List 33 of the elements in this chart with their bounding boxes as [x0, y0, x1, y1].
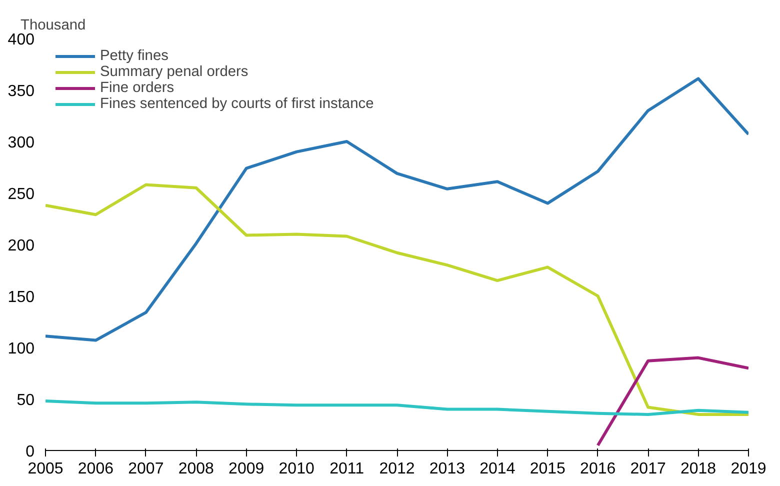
x-tick-label: 2005: [28, 460, 64, 478]
line-series: [46, 77, 748, 342]
y-tick-label: 300: [8, 134, 35, 152]
y-tick-label: 0: [26, 444, 35, 460]
y-tick-label: 400: [8, 32, 35, 48]
y-tick-label: 350: [8, 83, 35, 100]
x-tick-label: 2013: [429, 460, 466, 478]
x-tick-label: 2007: [128, 460, 164, 478]
legend-label: Petty fines: [100, 48, 168, 64]
x-tick-label: 2006: [78, 460, 114, 478]
x-tick-label: 2009: [228, 460, 264, 478]
x-tick-label: 2017: [630, 460, 666, 478]
line-series: [46, 400, 748, 416]
x-tick-label: 2018: [680, 460, 716, 478]
x-tick-label: 2014: [480, 460, 516, 478]
y-tick-label: 50: [16, 392, 35, 409]
x-tick-label: 2010: [278, 460, 314, 478]
y-tick-label: 200: [8, 238, 35, 254]
legend-label: Fine orders: [100, 80, 174, 96]
y-tick-label: 100: [8, 340, 35, 358]
y-axis-title: Thousand: [20, 18, 86, 34]
y-tick-label: 150: [8, 289, 35, 306]
line-series: [46, 183, 748, 416]
y-tick-label: 250: [8, 186, 35, 203]
legend-label: Summary penal orders: [100, 64, 248, 80]
x-tick-label: 2015: [530, 460, 566, 478]
x-tick-label: 2019: [730, 460, 766, 478]
x-tick-label: 2012: [379, 460, 415, 478]
x-tick-label: 2011: [330, 460, 364, 478]
x-tick-label: 2016: [580, 460, 616, 478]
x-tick-label: 2008: [178, 460, 214, 478]
legend-label: Fines sentenced by courts of first instance: [100, 96, 374, 112]
line-series: [596, 356, 748, 447]
